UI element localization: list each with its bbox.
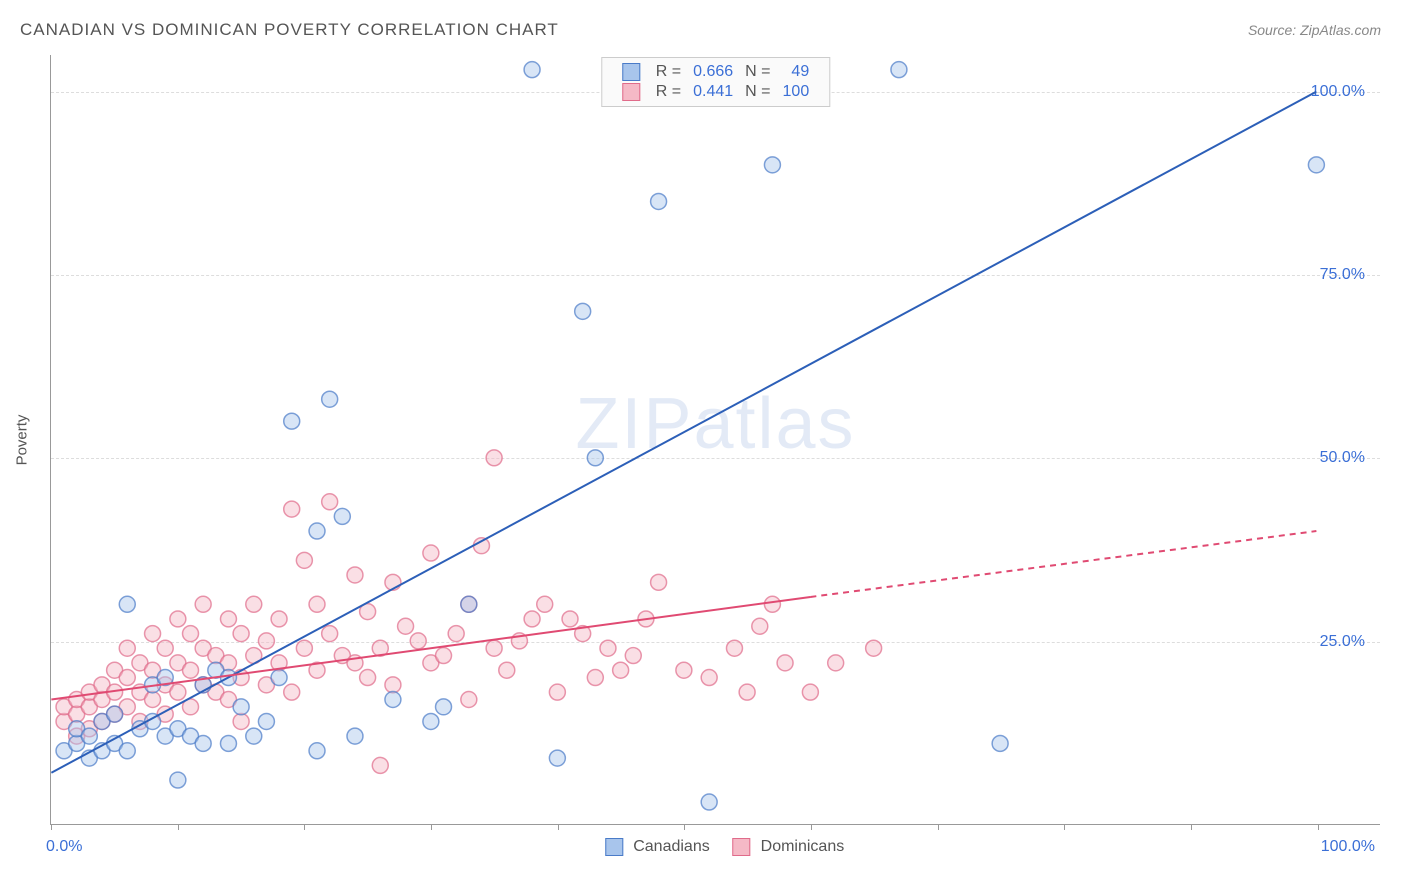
scatter-svg xyxy=(51,55,1380,824)
plot-area: ZIPatlas 25.0%50.0%75.0%100.0% R = 0.666… xyxy=(50,55,1380,825)
correlation-legend: R = 0.666 N = 49 R = 0.441 N = 100 xyxy=(601,57,830,107)
swatch-canadians-icon xyxy=(605,838,623,856)
swatch-dominicans-icon xyxy=(732,838,750,856)
x-min-label: 0.0% xyxy=(46,838,82,856)
chart-title: CANADIAN VS DOMINICAN POVERTY CORRELATIO… xyxy=(20,20,559,40)
swatch-dominicans-icon xyxy=(622,83,640,101)
legend-label-canadians: Canadians xyxy=(633,838,710,855)
r-value-dominicans: 0.441 xyxy=(687,82,739,102)
r-label: R = xyxy=(650,82,687,102)
legend-label-dominicans: Dominicans xyxy=(761,838,845,855)
n-label: N = xyxy=(739,62,776,82)
r-label: R = xyxy=(650,62,687,82)
source-attribution: Source: ZipAtlas.com xyxy=(1248,22,1381,38)
x-max-label: 100.0% xyxy=(1321,838,1375,856)
n-value-canadians: 49 xyxy=(777,62,816,82)
series-legend: Canadians Dominicans xyxy=(587,838,844,856)
swatch-canadians-icon xyxy=(622,63,640,81)
n-label: N = xyxy=(739,82,776,102)
legend-row-canadians: R = 0.666 N = 49 xyxy=(616,62,815,82)
n-value-dominicans: 100 xyxy=(777,82,816,102)
r-value-canadians: 0.666 xyxy=(687,62,739,82)
y-axis-label: Poverty xyxy=(14,415,31,466)
legend-row-dominicans: R = 0.441 N = 100 xyxy=(616,82,815,102)
